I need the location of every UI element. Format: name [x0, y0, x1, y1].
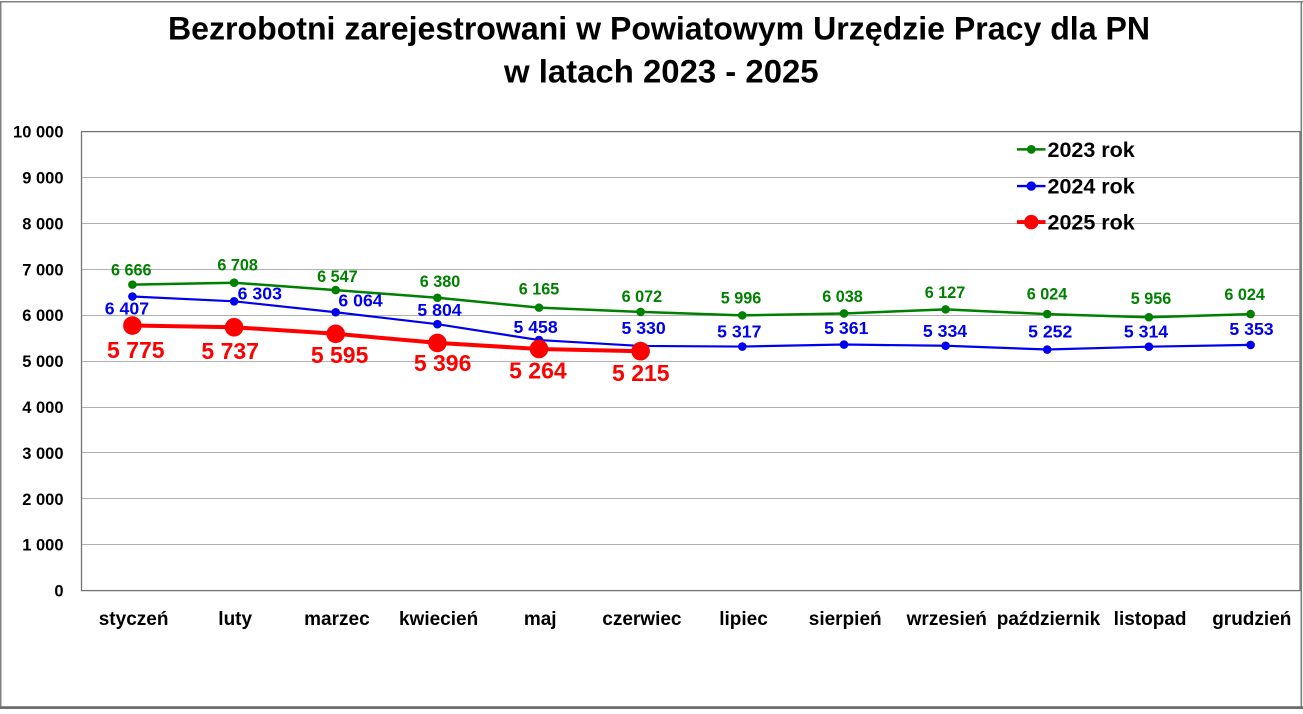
- svg-text:sierpień: sierpień: [809, 609, 882, 630]
- svg-text:5 000: 5 000: [22, 353, 63, 371]
- svg-text:grudzień: grudzień: [1212, 609, 1291, 630]
- svg-text:2 000: 2 000: [22, 491, 63, 509]
- svg-text:wrzesień: wrzesień: [906, 609, 987, 630]
- svg-text:9 000: 9 000: [22, 170, 63, 188]
- svg-text:6 038: 6 038: [822, 288, 863, 306]
- svg-text:6 165: 6 165: [519, 281, 560, 299]
- svg-text:6 000: 6 000: [22, 307, 63, 325]
- svg-text:6 380: 6 380: [420, 273, 461, 291]
- svg-text:6 064: 6 064: [338, 291, 382, 311]
- svg-text:5 737: 5 737: [201, 338, 259, 364]
- svg-text:5 804: 5 804: [417, 300, 461, 320]
- svg-text:7 000: 7 000: [22, 261, 63, 279]
- svg-text:5 264: 5 264: [509, 357, 567, 383]
- svg-text:kwiecień: kwiecień: [399, 609, 478, 630]
- svg-text:2025 rok: 2025 rok: [1048, 211, 1135, 235]
- svg-text:5 996: 5 996: [721, 290, 762, 308]
- svg-text:2023 rok: 2023 rok: [1048, 138, 1135, 162]
- svg-text:6 407: 6 407: [105, 299, 149, 319]
- svg-text:Bezrobotni zarejestrowani w Po: Bezrobotni zarejestrowani w Powiatowym U…: [168, 10, 1150, 46]
- svg-text:5 458: 5 458: [513, 317, 557, 337]
- svg-text:8 000: 8 000: [22, 215, 63, 233]
- svg-text:lipiec: lipiec: [719, 609, 768, 630]
- svg-text:5 775: 5 775: [107, 337, 165, 363]
- svg-text:w latach 2023 - 2025: w latach 2023 - 2025: [503, 53, 819, 89]
- svg-text:10 000: 10 000: [13, 124, 63, 142]
- svg-text:styczeń: styczeń: [99, 609, 169, 630]
- svg-text:5 252: 5 252: [1028, 322, 1072, 342]
- svg-text:6 708: 6 708: [217, 257, 258, 275]
- svg-text:6 024: 6 024: [1027, 286, 1068, 304]
- svg-text:październik: październik: [997, 609, 1101, 630]
- svg-text:luty: luty: [218, 609, 252, 630]
- svg-text:5 334: 5 334: [923, 321, 967, 341]
- svg-text:5 314: 5 314: [1124, 322, 1168, 342]
- svg-text:0: 0: [54, 583, 63, 601]
- svg-text:marzec: marzec: [304, 609, 370, 630]
- svg-text:5 353: 5 353: [1229, 319, 1273, 339]
- svg-text:5 396: 5 396: [414, 350, 472, 376]
- svg-text:6 024: 6 024: [1224, 286, 1265, 304]
- svg-text:5 361: 5 361: [824, 318, 868, 338]
- svg-text:5 956: 5 956: [1131, 290, 1172, 308]
- svg-text:3 000: 3 000: [22, 445, 63, 463]
- svg-text:6 127: 6 127: [925, 284, 966, 302]
- svg-text:5 317: 5 317: [717, 321, 761, 341]
- svg-text:6 547: 6 547: [317, 268, 358, 286]
- svg-text:5 215: 5 215: [612, 360, 670, 386]
- svg-text:6 072: 6 072: [622, 288, 663, 306]
- svg-text:listopad: listopad: [1114, 609, 1187, 630]
- svg-text:maj: maj: [524, 609, 557, 630]
- svg-text:2024 rok: 2024 rok: [1048, 175, 1135, 199]
- svg-text:5 595: 5 595: [311, 342, 369, 368]
- svg-text:czerwiec: czerwiec: [602, 609, 682, 630]
- svg-text:4 000: 4 000: [22, 399, 63, 417]
- svg-text:5 330: 5 330: [621, 318, 665, 338]
- svg-text:6 303: 6 303: [238, 283, 282, 303]
- svg-text:1 000: 1 000: [22, 537, 63, 555]
- svg-text:6 666: 6 666: [111, 261, 152, 279]
